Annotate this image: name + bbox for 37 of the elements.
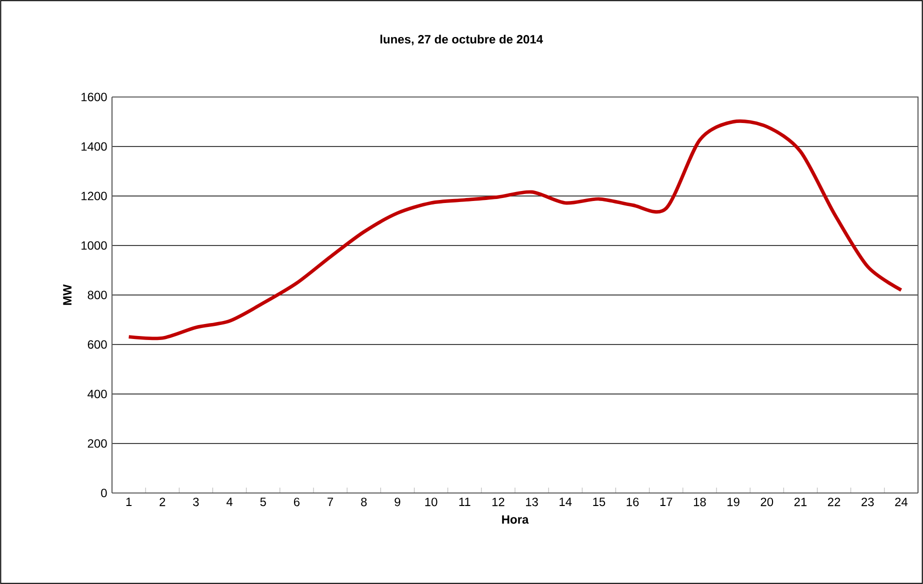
y-tick-label: 1200 <box>82 192 107 200</box>
x-tick-label: 19 <box>728 498 740 506</box>
x-tick-label: 15 <box>593 498 606 506</box>
x-tick-label: 21 <box>794 498 807 506</box>
x-tick-label: 17 <box>660 498 672 506</box>
x-tick-label: 1 <box>126 498 132 506</box>
x-tick-label: 4 <box>226 498 233 506</box>
x-tick-label: 20 <box>760 498 774 506</box>
x-tick-label: 3 <box>193 498 199 506</box>
y-tick-label: 1600 <box>82 92 107 102</box>
x-tick-label: 11 <box>459 498 470 506</box>
x-tick-label: 10 <box>425 498 438 506</box>
x-tick-label: 8 <box>361 498 367 506</box>
x-tick-label: 16 <box>626 498 639 506</box>
x-tick-label: 14 <box>560 498 572 506</box>
x-tick-label: 23 <box>862 498 874 506</box>
x-tick-label: 7 <box>328 498 334 506</box>
line-series <box>127 120 903 340</box>
y-tick-label: 800 <box>88 290 107 300</box>
x-tick-label: 18 <box>694 498 706 506</box>
x-tick-label: 13 <box>526 498 538 506</box>
x-tick-label: 6 <box>294 498 300 506</box>
y-tick-label: 0 <box>101 488 107 498</box>
x-axis-title: Hora <box>502 515 529 524</box>
x-tick-label: 22 <box>828 498 840 506</box>
chart-title: lunes, 27 de octubre de 2014 <box>380 34 543 46</box>
x-tick-label: 24 <box>895 498 908 506</box>
x-tick-label: 5 <box>260 498 266 506</box>
x-tick-label: 2 <box>160 498 166 506</box>
x-tick-label: 9 <box>394 498 400 506</box>
y-tick-label: 600 <box>88 340 107 349</box>
y-axis-title: MW <box>63 284 72 305</box>
y-tick-label: 1000 <box>82 241 107 250</box>
y-tick-label: 1400 <box>82 142 107 151</box>
y-tick-label: 200 <box>88 439 107 448</box>
y-tick-label: 400 <box>88 390 107 398</box>
x-tick-label: 12 <box>492 498 504 506</box>
